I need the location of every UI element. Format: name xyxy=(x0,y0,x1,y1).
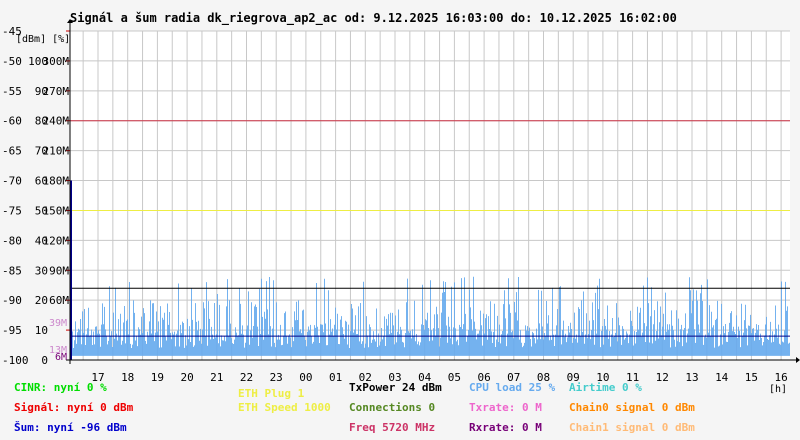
x-tick-label: 07 xyxy=(507,371,520,384)
y-tick-label-rate: 240M xyxy=(43,115,70,128)
y-tick-label-percent: 20 xyxy=(35,294,48,307)
x-tick-label: 17 xyxy=(91,371,104,384)
y-tick-label-dbm: -45 xyxy=(2,25,22,38)
legend-entry: ETH Plug 1 xyxy=(238,387,305,400)
legend-entry: Signál: nyní 0 dBm xyxy=(14,401,134,414)
y-tick-label-rate: 90M xyxy=(49,264,69,277)
y-tick-label-rate: 60M xyxy=(49,294,69,307)
legend-column-3: TxPower 24 dBm Connections 0 Freq 5720 MHz xyxy=(349,380,442,440)
x-tick-label: 08 xyxy=(537,371,550,384)
y-tick-label-percent: 10 xyxy=(35,324,48,337)
legend-column-2: ETH Plug 1 ETH Speed 1000 xyxy=(238,386,331,414)
legend-entry: Rxrate: 0 M xyxy=(469,421,542,434)
x-tick-label: 14 xyxy=(715,371,729,384)
y-tick-label-percent: 40 xyxy=(35,234,48,247)
y-tick-label-dbm: -75 xyxy=(2,204,22,217)
y-tick-label-rate: 270M xyxy=(43,85,70,98)
legend-entry: Šum: nyní -96 dBm xyxy=(14,421,127,434)
x-tick-label: 15 xyxy=(745,371,758,384)
y-tick-label-dbm: -60 xyxy=(2,115,22,128)
x-tick-label: 01 xyxy=(329,371,342,384)
legend-column-4: CPU load 25 % Txrate: 0 M Rxrate: 0 M xyxy=(469,380,555,440)
legend-entry: Txrate: 0 M xyxy=(469,401,542,414)
y-tick-label-percent: 90 xyxy=(35,85,48,98)
signal-noise-chart: Signál a šum radia dk_riegrova_ap2_ac od… xyxy=(2,11,800,395)
y-tick-label-rate: 180M xyxy=(43,175,70,188)
legend-column-5: Airtime 0 % Chain0 signal 0 dBm Chain1 sig… xyxy=(569,380,695,440)
chart-title: Signál a šum radia dk_riegrova_ap2_ac od… xyxy=(70,11,677,26)
x-tick-label: 19 xyxy=(151,371,164,384)
y-tick-label-percent: 100 xyxy=(28,55,48,68)
y-tick-label-percent: 70 xyxy=(35,145,48,158)
legend-entry: Chain1 signal 0 dBm xyxy=(569,421,695,434)
x-tick-label: 09 xyxy=(567,371,580,384)
y-tick-label-rate-low: 13M xyxy=(49,345,67,356)
y-tick-label-rate: 210M xyxy=(43,145,70,158)
y-tick-label-percent: 60 xyxy=(35,175,48,188)
y-tick-label-dbm: -95 xyxy=(2,324,22,337)
y-tick-label-dbm: -90 xyxy=(2,294,22,307)
x-tick-label: 00 xyxy=(299,371,312,384)
x-tick-label: 20 xyxy=(180,371,193,384)
x-tick-label: 16 xyxy=(774,371,787,384)
legend-entry: Airtime 0 % xyxy=(569,381,642,394)
x-tick-label: 05 xyxy=(448,371,461,384)
x-tick-label: 10 xyxy=(596,371,609,384)
y-tick-label-percent: 80 xyxy=(35,115,48,128)
x-tick-label: 12 xyxy=(656,371,669,384)
y-tick-label-rate-low: 6M xyxy=(55,352,67,363)
y-tick-label-rate: 300M xyxy=(43,55,70,68)
x-tick-label: 13 xyxy=(685,371,698,384)
y-tick-label-rate: 120M xyxy=(43,234,70,247)
y-tick-label-rate: 150M xyxy=(43,204,70,217)
legend-entry: TxPower 24 dBm xyxy=(349,381,442,394)
legend-entry: ETH Speed 1000 xyxy=(238,401,331,414)
y-unit-labels: [dBm] [%] xyxy=(16,34,70,45)
y-tick-label-percent: 30 xyxy=(35,264,48,277)
legend-entry: CPU load 25 % xyxy=(469,381,556,394)
y-tick-label-rate-low: 39M xyxy=(49,318,67,329)
x-axis-arrow xyxy=(796,357,800,363)
y-tick-label-dbm: -80 xyxy=(2,234,22,247)
y-tick-label-percent: 50 xyxy=(35,204,48,217)
legend-entry: CINR: nyní 0 % xyxy=(14,381,107,394)
y-tick-label-dbm: -55 xyxy=(2,85,22,98)
x-tick-label: 03 xyxy=(388,371,401,384)
x-unit-label: [h] xyxy=(769,384,787,395)
x-tick-label: 06 xyxy=(477,371,490,384)
y-tick-label-dbm: -65 xyxy=(2,145,22,158)
x-tick-label: 22 xyxy=(240,371,253,384)
x-tick-label: 23 xyxy=(270,371,283,384)
x-tick-label: 02 xyxy=(359,371,372,384)
legend-column-1: CINR: nyní 0 % Signál: nyní 0 dBm Šum: nyn… xyxy=(14,380,133,440)
y-tick-label-percent: 0 xyxy=(41,354,48,367)
y-tick-label-dbm: -50 xyxy=(2,55,22,68)
x-tick-label: 18 xyxy=(121,371,134,384)
x-tick-label: 21 xyxy=(210,371,223,384)
legend-entry: Chain0 signal 0 dBm xyxy=(569,401,695,414)
y-axis-arrow xyxy=(67,19,73,23)
legend-entry: Connections 0 xyxy=(349,401,436,414)
y-tick-label-dbm: -70 xyxy=(2,175,22,188)
x-tick-label: 04 xyxy=(418,371,432,384)
y-tick-label-dbm: -85 xyxy=(2,264,22,277)
x-tick-label: 11 xyxy=(626,371,639,384)
y-tick-label-dbm: -100 xyxy=(2,354,29,367)
legend-entry: Freq 5720 MHz xyxy=(349,421,436,434)
